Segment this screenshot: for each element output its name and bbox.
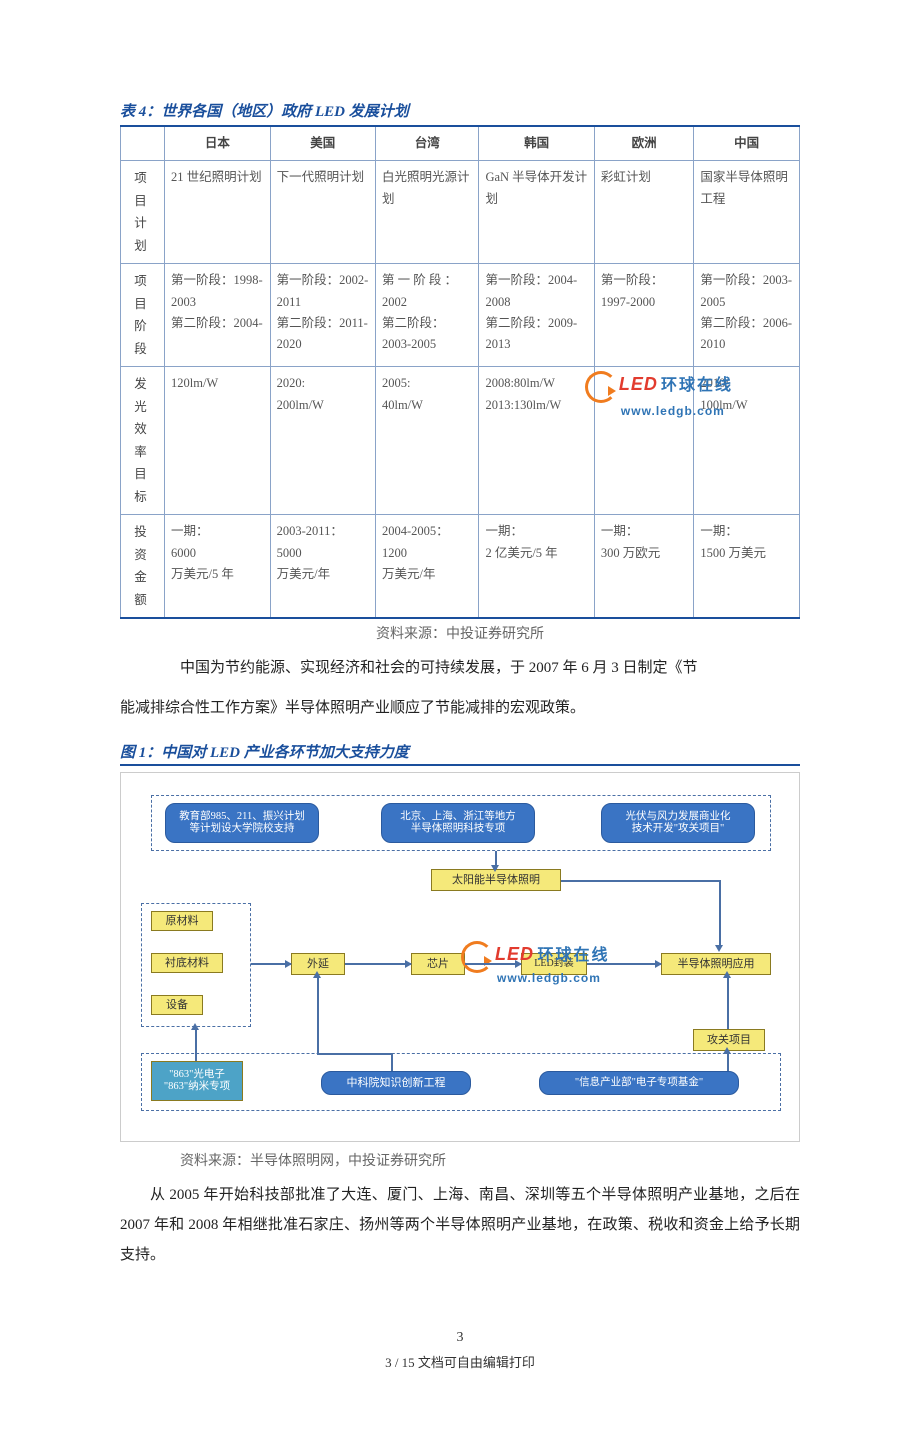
node-863: "863"光电子"863"纳米专项 (151, 1061, 243, 1101)
table-row: 投资金额 一期：6000万美元/5 年 2003-2011：5000万美元/年 … (121, 515, 800, 619)
arrow-head-icon (405, 960, 412, 968)
node-raw: 原材料 (151, 911, 213, 931)
node-equip: 设备 (151, 995, 203, 1015)
table-row: 项目计划 21 世纪照明计划 下一代照明计划 白光照明光源计划 GaN 半导体开… (121, 161, 800, 264)
cell: 2003-2011：5000万美元/年 (270, 515, 375, 619)
arrow-head-icon (723, 971, 731, 978)
table4-source: 资料来源：中投证券研究所 (120, 623, 800, 643)
arrow (727, 975, 729, 1029)
table-row: 项目阶段 第一阶段：1998-2003第二阶段：2004- 第一阶段：2002-… (121, 264, 800, 367)
row-label: 项目阶段 (121, 264, 165, 367)
cell: 第 一 阶 段 ：2002第二阶段：2003-2005 (375, 264, 478, 367)
arrow (561, 880, 721, 882)
cell: 120lm/W (165, 367, 271, 515)
table-row: 发光效率目标 120lm/W 2020:200lm/W 2005:40lm/W … (121, 367, 800, 515)
arrow-head-icon (191, 1023, 199, 1030)
watermark-logo-icon (461, 941, 493, 973)
arrow-head-icon (715, 945, 723, 952)
figure1-source: 资料来源：半导体照明网，中投证券研究所 (120, 1150, 800, 1170)
arrow-head-icon (515, 960, 522, 968)
node-pv: 光伏与风力发展商业化技术开发"攻关项目" (601, 803, 755, 843)
figure1-title: 图 1：中国对 LED 产业各环节加大支持力度 (120, 741, 800, 766)
cell: 白光照明光源计划 (375, 161, 478, 264)
arrow (391, 1053, 393, 1071)
page-number: 3 (120, 1330, 800, 1346)
arrow-head-icon (655, 960, 662, 968)
cell: 一期：1500 万美元 (694, 515, 800, 619)
node-substrate: 衬底材料 (151, 953, 223, 973)
arrow-head-icon (491, 865, 499, 872)
cell: 下一代照明计划 (270, 161, 375, 264)
figure1-diagram: 教育部985、211、振兴计划等计划设大学院校支持 北京、上海、浙江等地方半导体… (120, 772, 800, 1142)
arrow (727, 1051, 729, 1071)
th-europe: 欧洲 (594, 126, 693, 161)
paragraph-1b: 能减排综合性工作方案》半导体照明产业顺应了节能减排的宏观政策。 (120, 693, 800, 723)
node-chip: 芯片 (411, 953, 465, 975)
node-edu: 教育部985、211、振兴计划等计划设大学院校支持 (165, 803, 319, 843)
arrow (317, 1053, 393, 1055)
cell: 第一阶段：2002-2011第二阶段：2011-2020 (270, 264, 375, 367)
th-blank (121, 126, 165, 161)
arrow (345, 963, 411, 965)
table4: 日本 美国 台湾 韩国 欧洲 中国 项目计划 21 世纪照明计划 下一代照明计划… (120, 125, 800, 619)
paragraph-1a: 中国为节约能源、实现经济和社会的可持续发展，于 2007 年 6 月 3 日制定… (120, 653, 800, 683)
th-taiwan: 台湾 (375, 126, 478, 161)
table-header-row: 日本 美国 台湾 韩国 欧洲 中国 (121, 126, 800, 161)
cell: 第一阶段：2004-2008第二阶段：2009-2013 (479, 264, 594, 367)
node-local: 北京、上海、浙江等地方半导体照明科技专项 (381, 803, 535, 843)
cell: 第一阶段：1997-2000 (594, 264, 693, 367)
arrow (317, 975, 319, 1055)
th-usa: 美国 (270, 126, 375, 161)
row-label: 发光效率目标 (121, 367, 165, 515)
node-pkg: LED封装 (521, 953, 587, 975)
arrow-head-icon (723, 1047, 731, 1054)
cell: 21 世纪照明计划 (165, 161, 271, 264)
th-korea: 韩国 (479, 126, 594, 161)
page-footer: 3 / 15 文档可自由编辑打印 (120, 1352, 800, 1371)
arrow-head-icon (285, 960, 292, 968)
th-china: 中国 (694, 126, 800, 161)
arrow-head-icon (313, 971, 321, 978)
cell: 彩虹计划 (594, 161, 693, 264)
cell: 一期：2 亿美元/5 年 (479, 515, 594, 619)
node-cas: 中科院知识创新工程 (321, 1071, 471, 1095)
node-solar: 太阳能半导体照明 (431, 869, 561, 891)
node-miit: "信息产业部"电子专项基金" (539, 1071, 739, 1095)
arrow (465, 963, 521, 965)
cell: 一期：300 万欧元 (594, 515, 693, 619)
cell: 第一阶段：2003-2005第二阶段：2006-2010 (694, 264, 800, 367)
cell: 2004-2005：1200万美元/年 (375, 515, 478, 619)
cell: 2005:40lm/W (375, 367, 478, 515)
table4-title: 表 4：世界各国（地区）政府 LED 发展计划 (120, 100, 800, 121)
row-label: 投资金额 (121, 515, 165, 619)
th-japan: 日本 (165, 126, 271, 161)
arrow (195, 1027, 197, 1061)
cell: 国家半导体照明工程 (694, 161, 800, 264)
cell: 2008:80lm/W2013:130lm/W (479, 367, 594, 515)
cell-with-watermark: LED 环球在线 www.ledgb.com (594, 367, 693, 515)
watermark-led: LED (619, 374, 658, 394)
cell: 2010:100lm/W (694, 367, 800, 515)
arrow (719, 880, 721, 948)
arrow (587, 963, 661, 965)
cell-text: 2008:80lm/W2013:130lm/W (485, 376, 561, 411)
row-label: 项目计划 (121, 161, 165, 264)
paragraph-2: 从 2005 年开始科技部批准了大连、厦门、上海、南昌、深圳等五个半导体照明产业… (120, 1180, 800, 1270)
cell: 一期：6000万美元/5 年 (165, 515, 271, 619)
cell: GaN 半导体开发计划 (479, 161, 594, 264)
cell: 第一阶段：1998-2003第二阶段：2004- (165, 264, 271, 367)
node-app: 半导体照明应用 (661, 953, 771, 975)
cell: 2020:200lm/W (270, 367, 375, 515)
